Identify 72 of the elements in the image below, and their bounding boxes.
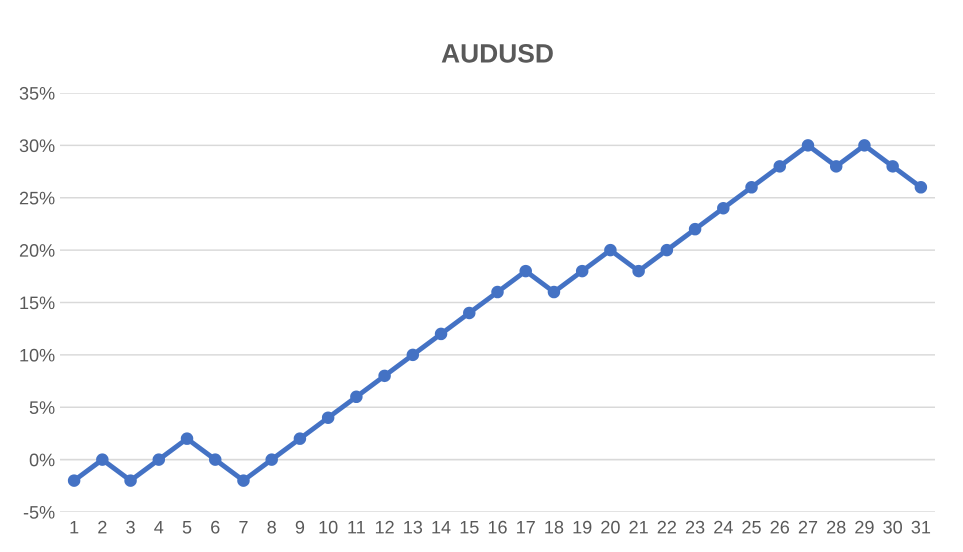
point <box>830 160 842 173</box>
point <box>152 453 166 466</box>
x-tick-label: 19 <box>574 520 592 534</box>
x-tick-label: 24 <box>714 520 733 534</box>
x-tick-label: 2 <box>98 520 106 534</box>
point <box>434 328 448 340</box>
point <box>548 286 560 298</box>
y-tick-label: 20% <box>20 244 54 257</box>
x-tick-label: 1 <box>70 520 78 534</box>
x-tick-label: 23 <box>686 520 704 534</box>
x-tick-label: 13 <box>404 520 422 534</box>
point <box>265 453 278 466</box>
point <box>858 139 871 152</box>
x-tick-label: 22 <box>658 520 676 534</box>
point <box>519 264 532 278</box>
y-tick-label: -5% <box>24 506 54 519</box>
y-tick-label: 30% <box>20 139 54 152</box>
x-tick-label: 9 <box>296 520 304 534</box>
x-tick-label: 7 <box>239 520 248 534</box>
x-tick-label: 17 <box>517 520 535 534</box>
point <box>660 244 674 256</box>
x-tick-label: 14 <box>432 520 451 534</box>
point <box>717 202 730 214</box>
point <box>745 181 758 194</box>
point <box>688 222 702 236</box>
point <box>96 453 109 466</box>
point <box>774 160 786 173</box>
x-tick-label: 28 <box>827 520 846 534</box>
point <box>294 432 306 445</box>
point <box>576 264 588 278</box>
x-tick-label: 25 <box>742 520 761 534</box>
y-tick-label: 25% <box>20 192 54 204</box>
x-tick-label: 5 <box>182 520 192 534</box>
point <box>914 181 928 194</box>
point <box>463 306 476 320</box>
x-tick-label: 6 <box>211 520 220 534</box>
x-tick-label: 18 <box>545 520 564 534</box>
x-tick-label: 27 <box>798 520 818 534</box>
x-tick-label: 11 <box>348 520 365 534</box>
point <box>886 160 899 173</box>
point <box>406 348 420 362</box>
x-tick-label: 3 <box>126 520 135 534</box>
point <box>322 411 334 424</box>
x-tick-label: 21 <box>629 520 648 534</box>
point <box>378 370 391 382</box>
y-tick-label: 10% <box>20 348 54 362</box>
x-tick-label: 4 <box>154 520 164 534</box>
x-tick-label: 15 <box>460 520 479 534</box>
x-tick-label: 30 <box>883 520 902 534</box>
y-tick-label: 0% <box>30 454 54 466</box>
y-tick-label: 5% <box>30 401 54 414</box>
point <box>180 432 194 445</box>
point <box>208 453 222 466</box>
point <box>802 139 814 152</box>
y-tick-label: 35% <box>20 86 54 100</box>
point <box>604 244 617 256</box>
x-tick-label: 10 <box>319 520 338 534</box>
point <box>68 474 80 487</box>
x-tick-label: 12 <box>376 520 394 534</box>
x-tick-label: 29 <box>855 520 874 534</box>
y-tick-label: 15% <box>20 296 54 310</box>
point <box>237 474 250 487</box>
x-tick-label: 26 <box>770 520 790 534</box>
x-tick-label: 20 <box>601 520 620 534</box>
x-tick-label: 16 <box>488 520 507 534</box>
x-tick-label: 8 <box>267 520 276 534</box>
chart-title: AUDUSD <box>442 44 553 63</box>
x-tick-label: 31 <box>912 520 930 534</box>
point <box>124 474 137 487</box>
point <box>350 390 363 404</box>
point <box>491 286 504 298</box>
point <box>632 264 645 278</box>
